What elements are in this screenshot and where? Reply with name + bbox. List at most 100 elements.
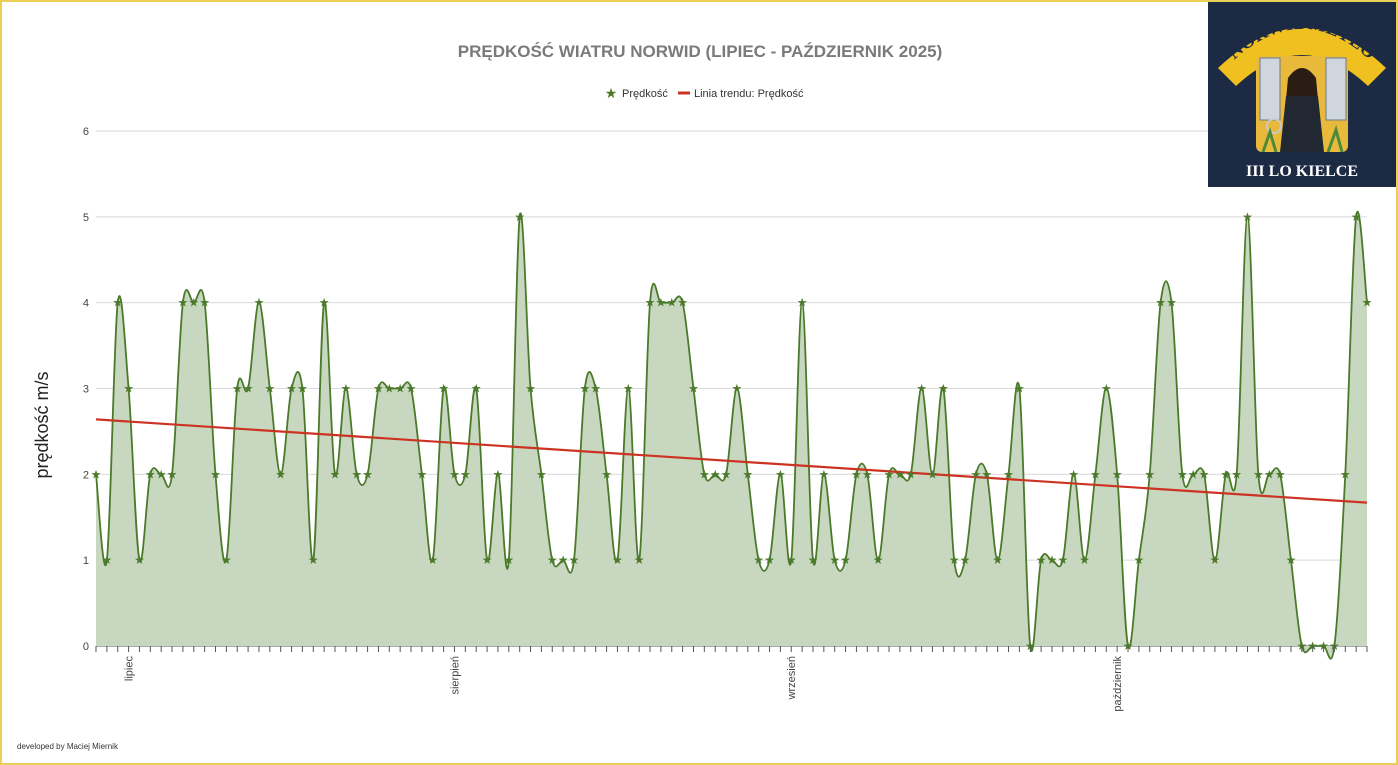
- data-point-star: ★: [960, 553, 971, 567]
- x-axis: [95, 646, 1368, 652]
- y-tick-label: 4: [83, 298, 89, 310]
- logo-banner: [1218, 28, 1386, 86]
- data-point-star: ★: [188, 296, 199, 310]
- data-point-star: ★: [721, 467, 732, 481]
- data-point-star: ★: [514, 210, 525, 224]
- data-point-star: ★: [1286, 553, 1297, 567]
- data-point-star: ★: [677, 296, 688, 310]
- data-point-star: ★: [1199, 467, 1210, 481]
- data-point-star: ★: [1014, 382, 1025, 396]
- data-point-star: ★: [340, 382, 351, 396]
- data-point-star: ★: [1264, 467, 1275, 481]
- data-point-star: ★: [417, 467, 428, 481]
- data-point-star: ★: [623, 382, 634, 396]
- data-point-star: ★: [927, 467, 938, 481]
- data-point-star: ★: [286, 382, 297, 396]
- data-point-star: ★: [612, 553, 623, 567]
- y-tick-labels: 0 1 2 3 4 5 6: [83, 126, 89, 653]
- data-point-star: ★: [482, 553, 493, 567]
- logo-bottom-band: [1238, 152, 1366, 184]
- data-point-star: ★: [145, 467, 156, 481]
- data-point-star: ★: [1231, 467, 1242, 481]
- y-tick-label: 6: [83, 126, 89, 138]
- data-point-star: ★: [797, 296, 808, 310]
- data-point-star: ★: [905, 467, 916, 481]
- data-point-star: ★: [971, 467, 982, 481]
- y-tick-label: 5: [83, 212, 89, 224]
- plants-icon: [1261, 125, 1344, 153]
- data-point-star: ★: [123, 382, 134, 396]
- data-point-star: ★: [330, 467, 341, 481]
- data-point-star: ★: [764, 553, 775, 567]
- data-point-star: ★: [688, 382, 699, 396]
- logo-since-text: SINCE 1947: [1352, 102, 1358, 130]
- data-point-star: ★: [395, 382, 406, 396]
- y-tick-label: 2: [83, 469, 89, 481]
- data-point-star: ★: [818, 467, 829, 481]
- data-point-star: ★: [873, 553, 884, 567]
- data-point-star: ★: [1079, 553, 1090, 567]
- data-markers: ★ ★ ★ ★ ★ ★ ★ ★ ★ ★ ★ ★ ★ ★ ★ ★ ★ ★ ★ ★ ★ ★ ★ ★ ★ ★ ★ ★ ★ ★ ★ ★ ★ ★ ★ ★ ★ ★ ★ ★…: [91, 210, 1373, 653]
- data-point-star: ★: [1242, 210, 1253, 224]
- data-point-star: ★: [373, 382, 384, 396]
- data-point-star: ★: [1112, 467, 1123, 481]
- data-point-star: ★: [1210, 553, 1221, 567]
- data-point-star: ★: [547, 553, 558, 567]
- data-point-star: ★: [362, 467, 373, 481]
- data-point-star: ★: [558, 553, 569, 567]
- data-point-star: ★: [1101, 382, 1112, 396]
- data-point-star: ★: [569, 553, 580, 567]
- data-point-star: ★: [656, 296, 667, 310]
- legend-label-speed: Prędkość: [622, 88, 668, 100]
- norwidmeteo-logo: NORWIDMETEO SINCE 1947 III LO KIELCE: [1208, 2, 1396, 187]
- data-point-star: ★: [112, 296, 123, 310]
- logo-bottom-text: III LO KIELCE: [1246, 163, 1358, 180]
- data-point-star: ★: [471, 382, 482, 396]
- data-point-star: ★: [1068, 467, 1079, 481]
- x-category-label: lipiec: [124, 656, 136, 682]
- data-point-star: ★: [1155, 296, 1166, 310]
- data-point-star: ★: [1003, 467, 1014, 481]
- data-point-star: ★: [851, 467, 862, 481]
- data-point-star: ★: [91, 467, 102, 481]
- data-point-star: ★: [351, 467, 362, 481]
- data-point-star: ★: [503, 553, 514, 567]
- data-point-star: ★: [808, 553, 819, 567]
- credit-text: developed by Maciej Miernik: [17, 742, 118, 751]
- data-point-star: ★: [1090, 467, 1101, 481]
- weather-station-right: [1325, 57, 1347, 121]
- data-point-star: ★: [645, 296, 656, 310]
- weather-station-left: [1259, 57, 1281, 121]
- data-point-star: ★: [1036, 553, 1047, 567]
- x-category-label: sierpień: [449, 656, 461, 695]
- data-point-star: ★: [221, 553, 232, 567]
- x-category-label: październik: [1112, 656, 1124, 712]
- data-point-star: ★: [666, 296, 677, 310]
- data-point-star: ★: [1188, 467, 1199, 481]
- series-line-predkosc: [95, 211, 1368, 660]
- data-point-star: ★: [1177, 467, 1188, 481]
- data-point-star: ★: [862, 467, 873, 481]
- data-point-star: ★: [199, 296, 210, 310]
- trend-line-group: [95, 418, 1368, 504]
- data-point-star: ★: [1047, 553, 1058, 567]
- x-category-labels: lipiec sierpień wrzesień październik: [124, 656, 1125, 712]
- data-point-star: ★: [775, 467, 786, 481]
- data-point-star: ★: [427, 553, 438, 567]
- data-point-star: ★: [786, 553, 797, 567]
- data-point-star: ★: [601, 467, 612, 481]
- data-point-star: ★: [732, 382, 743, 396]
- data-point-star: ★: [829, 553, 840, 567]
- data-point-star: ★: [884, 467, 895, 481]
- data-point-star: ★: [590, 382, 601, 396]
- data-point-star: ★: [634, 553, 645, 567]
- data-point-star: ★: [243, 382, 254, 396]
- figure-body: [1280, 96, 1324, 152]
- data-point-star: ★: [1144, 467, 1155, 481]
- data-point-star: ★: [710, 467, 721, 481]
- data-point-star: ★: [536, 467, 547, 481]
- data-point-star: ★: [460, 467, 471, 481]
- data-point-star: ★: [319, 296, 330, 310]
- data-point-star: ★: [406, 382, 417, 396]
